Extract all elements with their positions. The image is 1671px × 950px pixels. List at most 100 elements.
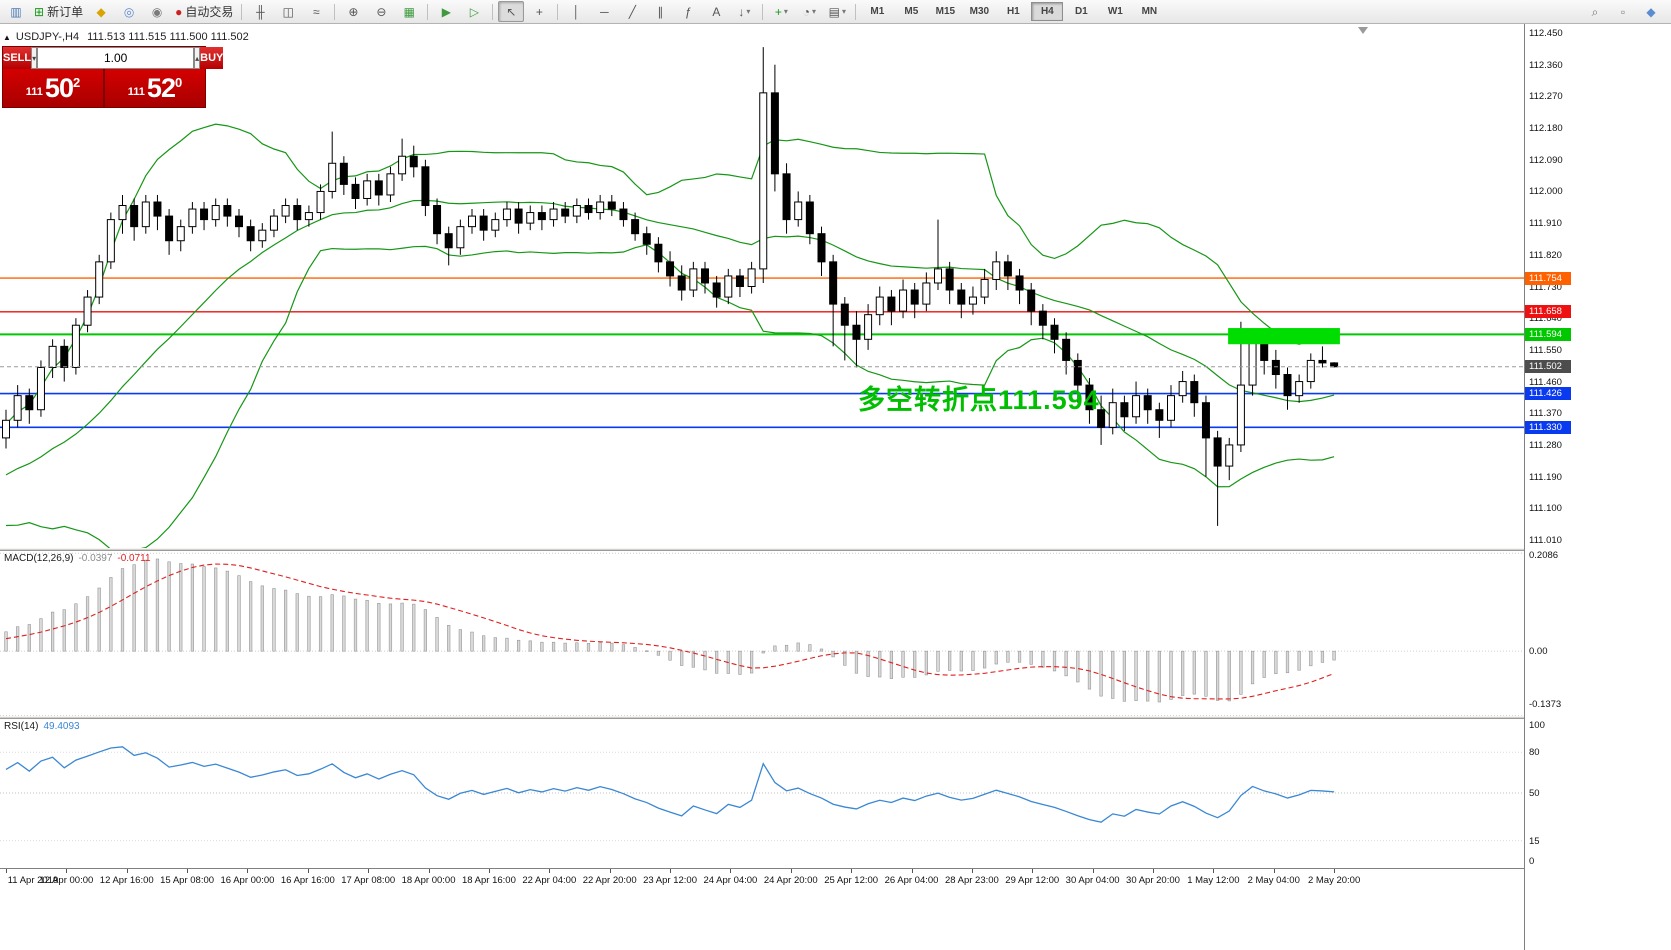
candle-body [922, 282, 931, 305]
candle-body [1143, 395, 1152, 411]
auto-scroll-icon[interactable]: ▶ [441, 4, 451, 19]
price-axis-label: 111.100 [1529, 503, 1562, 515]
candlestick-chart-icon[interactable]: ◫ [282, 4, 295, 19]
candle-body [433, 205, 442, 235]
time-axis-tick [549, 869, 551, 873]
candle-body [724, 275, 733, 298]
rsi-line [5, 746, 1335, 823]
highlight-rectangle[interactable] [1228, 328, 1340, 345]
one-click-collapse-arrow[interactable]: ▲ [3, 32, 11, 42]
arrows-icon[interactable]: ↓ ▾ [738, 4, 751, 19]
price-chart-pane[interactable]: ▲ USDJPY-,H4 111.513 111.515 111.500 111… [0, 24, 1524, 548]
timeframe-h4[interactable]: H4 [1031, 2, 1064, 21]
chart-shift-marker-icon[interactable] [1358, 27, 1368, 34]
time-axis-label: 17 Apr 08:00 [341, 875, 396, 886]
macd-histogram-bar [610, 642, 614, 652]
macd-histogram-bar [447, 625, 451, 652]
candle-body [398, 155, 407, 175]
candle-body [409, 155, 418, 168]
macd-histogram-bar [482, 635, 486, 652]
zoom-in-icon[interactable]: ⊕ [348, 4, 359, 19]
macd-histogram-bar [1122, 650, 1126, 702]
macd-histogram-bar [656, 650, 660, 656]
timeframe-m1[interactable]: M1 [870, 6, 885, 17]
candle-body [130, 205, 139, 228]
search-icon[interactable]: ⌕ [1591, 4, 1599, 19]
macd-histogram-bar [190, 563, 195, 652]
time-axis-label: 18 Apr 00:00 [401, 875, 456, 886]
channel-icon[interactable]: ∥ [657, 4, 664, 19]
templates-button[interactable]: ▤ ▾ [828, 4, 847, 19]
timeframe-w1[interactable]: W1 [1107, 6, 1123, 17]
candle-body [2, 419, 10, 439]
macd-histogram-bar [1250, 650, 1255, 685]
cursor-icon[interactable]: ↖ [498, 1, 525, 22]
volume-increase-button[interactable]: ▴ [194, 47, 201, 69]
volume-input[interactable] [37, 47, 195, 69]
time-axis-tick [851, 869, 853, 873]
rsi-canvas[interactable] [0, 719, 1524, 868]
horizontal-line-icon[interactable]: ─ [600, 4, 609, 19]
indicators-button[interactable]: + ▾ [774, 4, 788, 19]
price-tag: 111.426 [1525, 387, 1571, 401]
sell-button[interactable]: SELL [3, 47, 32, 69]
timeframe-m5[interactable]: M5 [904, 6, 919, 17]
candle-body [829, 261, 838, 305]
candle-body [1108, 402, 1117, 428]
chart-shift-icon[interactable]: ▷ [469, 4, 479, 19]
text-icon[interactable]: A [712, 4, 721, 19]
buy-button[interactable]: BUY [200, 47, 224, 69]
pane-separator[interactable] [0, 548, 1671, 551]
timeframe-d1[interactable]: D1 [1074, 6, 1088, 17]
market-watch-icon[interactable]: ◎ [123, 4, 135, 19]
macd-histogram-bar [808, 644, 812, 652]
volume-decrease-button[interactable]: ▾ [31, 47, 38, 69]
crosshair-icon[interactable]: + [535, 4, 543, 19]
macd-pane[interactable]: MACD(12,26,9) -0.0397 -0.0711 [0, 551, 1524, 716]
macd-histogram-bar [1285, 650, 1290, 674]
new-window-icon[interactable]: ▫ [1620, 4, 1626, 19]
candle-body [899, 289, 908, 312]
zoom-out-icon[interactable]: ⊖ [376, 4, 387, 19]
candle-body [304, 212, 313, 221]
rsi-axis-label: 0 [1529, 856, 1535, 867]
time-axis-tick [609, 869, 611, 873]
candle-body [491, 219, 500, 231]
macd-histogram-bar [1029, 650, 1033, 665]
line-chart-icon[interactable]: ≈ [313, 4, 320, 19]
candle-body [36, 366, 45, 411]
sell-price-display[interactable]: 111 50 2 [3, 69, 103, 107]
grid-icon[interactable]: ▦ [403, 4, 416, 19]
price-axis-label: 111.640 [1529, 313, 1562, 325]
support-chat-icon[interactable]: ◆ [1646, 4, 1656, 19]
rsi-pane[interactable]: RSI(14) 49.4093 [0, 719, 1524, 868]
chart-window-icon[interactable]: ▥ [10, 4, 22, 19]
price-chart-canvas[interactable] [0, 24, 1524, 548]
trendline-icon[interactable]: ╱ [628, 4, 636, 19]
bollinger-upper-band [5, 123, 1335, 425]
candle-body [48, 345, 57, 368]
price-tag: 111.658 [1525, 305, 1571, 319]
buy-price-display[interactable]: 111 52 0 [105, 69, 205, 107]
price-axis[interactable]: 112.450 112.360 112.270 112.180 112.090 112.0… [1524, 24, 1671, 950]
autotrading-button[interactable]: ● 自动交易 [175, 4, 234, 19]
timeframe-m15[interactable]: M15 [935, 6, 956, 17]
pane-separator[interactable] [0, 716, 1671, 719]
candle-body [479, 215, 488, 231]
candle-body [1271, 359, 1280, 376]
timeframe-h1[interactable]: H1 [1006, 6, 1020, 17]
timeframe-m30[interactable]: M30 [969, 6, 990, 17]
fibonacci-icon[interactable]: ƒ [685, 4, 692, 19]
data-window-icon[interactable]: ◉ [151, 4, 163, 19]
macd-canvas[interactable] [0, 551, 1524, 716]
metaeditor-icon[interactable]: ◆ [96, 4, 106, 19]
periods-button[interactable]: ◔ ▾ [802, 4, 816, 19]
vertical-line-icon[interactable]: │ [572, 4, 581, 19]
timeframe-mn[interactable]: MN [1141, 6, 1158, 17]
bar-chart-icon[interactable]: ╫ [256, 4, 265, 19]
time-axis[interactable]: 11 Apr 2019 12 Apr 00:00 12 Apr 16:00 15 Ap… [0, 868, 1524, 950]
new-order-button[interactable]: ⊞ 新订单 [34, 4, 84, 19]
macd-histogram-bar [1134, 650, 1138, 701]
turning-point-annotation[interactable]: 多空转折点111.594 [858, 385, 1100, 415]
price-axis-label: 111.190 [1529, 471, 1562, 483]
